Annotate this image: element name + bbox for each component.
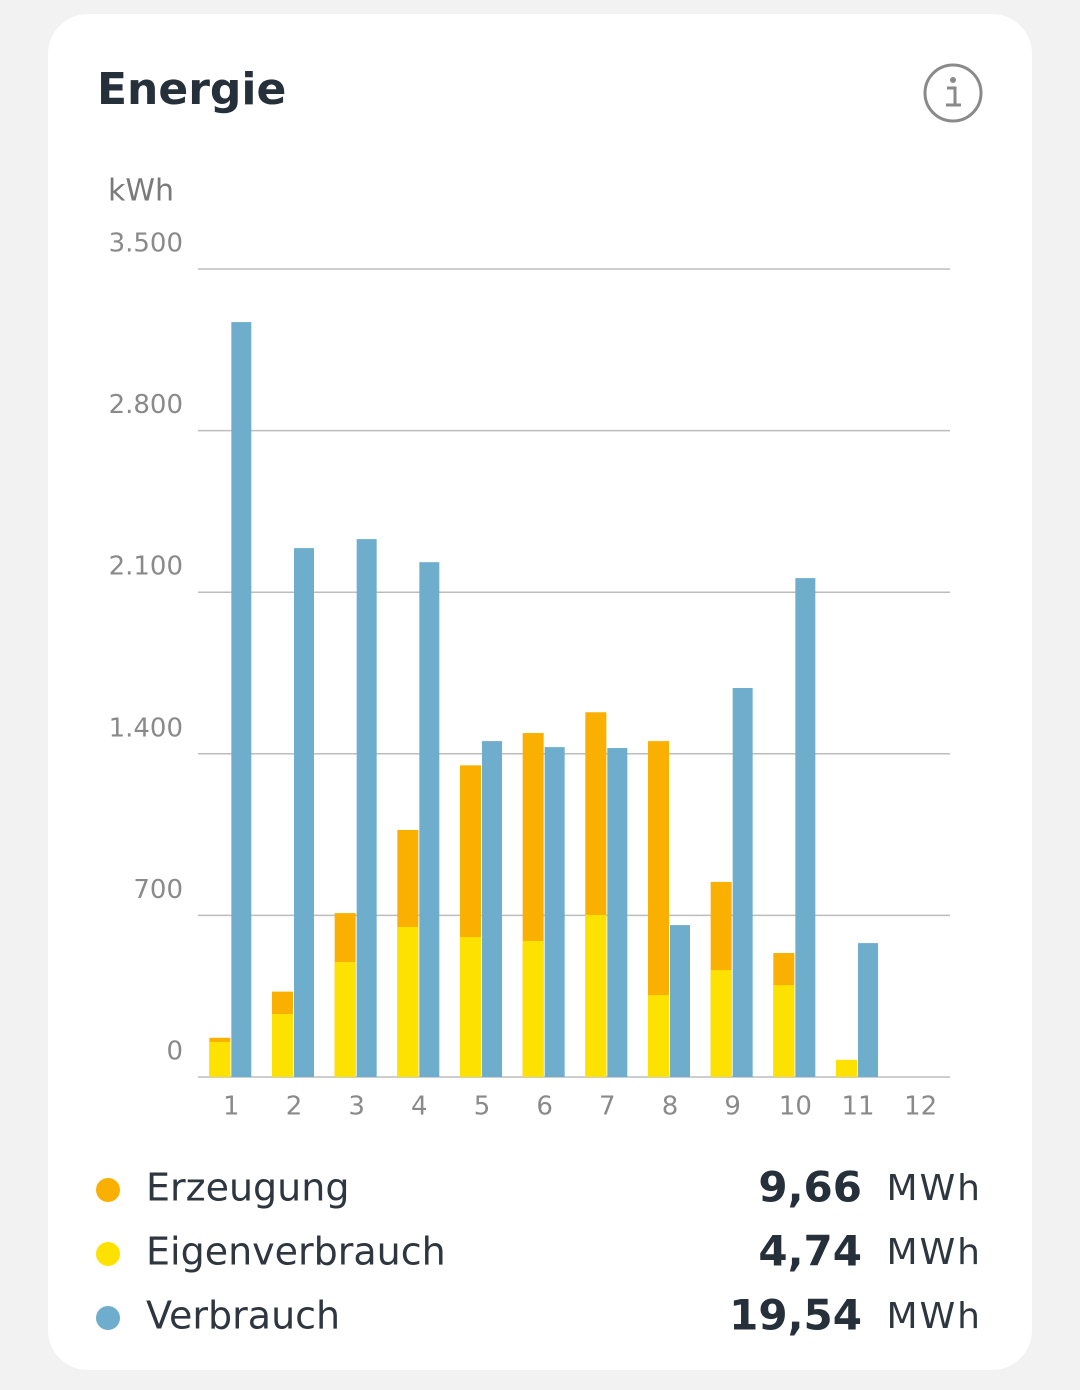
bar: [732, 688, 753, 1077]
bar: [294, 548, 314, 1077]
x-tick-label: 11: [841, 1092, 874, 1122]
info-circle[interactable]: [923, 63, 983, 123]
bar: [334, 962, 356, 1077]
legend-dot: [96, 1178, 120, 1202]
bar: [522, 941, 544, 1077]
x-tick-label: 8: [662, 1092, 679, 1122]
legend-total: 9,66: [758, 1163, 862, 1212]
legend-label: Erzeugung: [146, 1166, 349, 1210]
info-dot: [950, 77, 956, 83]
legend-unit: MWh: [887, 1168, 982, 1209]
y-tick-label: 2.100: [109, 552, 183, 582]
bar: [607, 748, 628, 1077]
bar: [397, 926, 419, 1077]
bar: [482, 741, 502, 1077]
bar: [460, 937, 481, 1077]
x-tick-label: 10: [779, 1092, 812, 1122]
x-tick-label: 7: [599, 1092, 616, 1122]
bar: [710, 970, 732, 1077]
legend-total: 4,74: [758, 1227, 862, 1276]
bar: [356, 539, 377, 1077]
x-tick-label: 1: [223, 1092, 240, 1122]
bar: [795, 578, 816, 1077]
legend-total: 19,54: [729, 1291, 862, 1340]
y-tick-label: 2.800: [109, 390, 183, 420]
x-tick-label: 12: [904, 1092, 937, 1122]
legend-unit: MWh: [887, 1296, 982, 1337]
x-tick-label: 4: [411, 1092, 428, 1122]
bar: [670, 925, 690, 1077]
y-tick-label: 700: [133, 875, 183, 905]
legend-label: Verbrauch: [146, 1294, 340, 1338]
y-axis-label: kWh: [108, 174, 174, 209]
y-tick-label: 1.400: [109, 713, 183, 743]
bar: [272, 1013, 293, 1077]
bar: [648, 741, 669, 1077]
legend-unit: MWh: [887, 1232, 982, 1273]
x-tick-label: 3: [348, 1092, 365, 1122]
x-tick-label: 2: [286, 1092, 303, 1122]
bar: [231, 322, 252, 1077]
bar: [419, 562, 440, 1077]
bar: [858, 943, 878, 1077]
y-tick-label: 0: [166, 1037, 183, 1067]
bar: [209, 1041, 231, 1077]
card-title: Energie: [97, 64, 286, 115]
legend-dot: [96, 1242, 120, 1266]
bar: [544, 747, 565, 1077]
info-stem: [946, 86, 961, 107]
bar: [836, 1059, 857, 1077]
legend-dot: [96, 1306, 120, 1330]
info-button[interactable]: [923, 63, 983, 123]
x-tick-label: 5: [474, 1092, 491, 1122]
bar: [585, 914, 607, 1077]
bar: [648, 995, 669, 1077]
x-tick-label: 9: [724, 1092, 741, 1122]
x-tick-label: 6: [536, 1092, 553, 1122]
bar: [773, 985, 795, 1077]
y-tick-label: 3.500: [109, 229, 183, 259]
legend-label: Eigenverbrauch: [146, 1230, 446, 1274]
